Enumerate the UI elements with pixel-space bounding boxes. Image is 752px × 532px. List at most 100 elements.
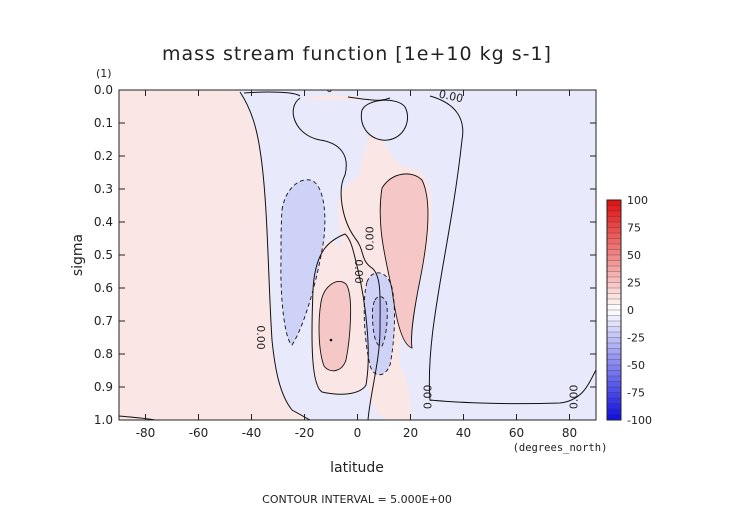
colorbar-segment [606,282,622,289]
colorbar-segment [606,342,622,349]
colorbar-label: 0 [627,304,634,317]
dashed-contour-south [280,179,326,346]
colorbar-segment [606,408,622,415]
colorbar-segment [606,293,622,300]
zero-contour-lower-ring [311,233,369,395]
colorbar-segment [606,370,622,377]
x-axis-unit: (degrees_north) [513,442,608,454]
lower-positive-cell [319,281,351,371]
colorbar-segment [606,348,622,355]
negative-contours [280,179,395,376]
colorbar-segment [606,249,622,256]
colorbar-segment [606,403,622,410]
y-tick-label: 0.2 [94,149,113,163]
y-tick-label: 0.4 [94,215,113,229]
colorbar-frame [606,199,622,421]
zero-contour-upper-cell [360,99,409,141]
colorbar-segment [606,331,622,338]
y-axis: 0.0 0.1 0.2 0.3 0.4 0.5 0.6 0.7 0.8 0.9 1.0 [94,83,596,427]
colorbar-segment [606,326,622,333]
negative-region-east [429,90,596,420]
y-tick-label: 0.0 [94,83,113,97]
colorbar-segment [606,298,622,305]
y-tick-label: 0.5 [94,248,113,262]
colorbar-segment [606,364,622,371]
colorbar-label: 75 [627,222,641,235]
colorbar-segment [606,232,622,239]
colorbar-segment [606,392,622,399]
contour-interval-footer: CONTOUR INTERVAL = 5.000E+00 [262,493,452,506]
colorbar: 100 75 50 25 0 -25 -50 -75 -100 [606,194,652,427]
colorbar-segment [606,353,622,360]
x-tick-label: -40 [242,426,262,440]
upper-negative-cell [361,100,408,141]
zero-contour-central [292,97,381,420]
dashed-contour-lower-core [371,296,388,347]
colorbar-segment [606,238,622,245]
y-tick-label: 0.7 [94,314,113,328]
contour-label: 0.00 [308,78,335,96]
colorbar-segment [606,386,622,393]
y-unit-label: (1) [96,67,112,80]
colorbar-segment [606,287,622,294]
x-tick-label: 0 [354,426,362,440]
plot-area: 0.00 0.00 0.00 0.00 0.00 0.00 0.00 [119,78,596,420]
y-tick-label: 0.3 [94,182,113,196]
colorbar-segment [606,265,622,272]
x-axis-title: latitude [330,460,384,476]
northern-positive-cell [380,173,428,348]
colorbar-label: 25 [627,277,641,290]
colorbar-segment [606,205,622,212]
colorbar-segment [606,243,622,250]
y-tick-label: 0.9 [94,380,113,394]
colorbar-label: -100 [627,414,652,427]
colorbar-segment [606,337,622,344]
positive-contours [318,173,429,372]
zero-contour-east [428,95,596,405]
contour-label: 0.00 [422,385,435,410]
colorbar-label: -50 [627,359,645,372]
zero-contour-top [243,91,391,101]
colorbar-segment [606,210,622,217]
colorbar-segment [606,320,622,327]
contour-label: 0.00 [254,325,267,350]
y-axis-title: sigma [70,234,86,276]
x-tick-label: -60 [189,426,209,440]
solid-contour-lower [318,281,352,372]
colorbar-segment [606,221,622,228]
colorbar-label: -75 [627,387,645,400]
colorbar-segment [606,397,622,404]
x-tick-label: 20 [403,426,418,440]
chart-title: mass stream function [1e+10 kg s-1] [162,43,552,65]
dashed-contour-lower [363,272,395,376]
y-tick-label: 0.6 [94,281,113,295]
y-tick-label: 0.1 [94,116,113,130]
contour-label: 0.00 [438,88,465,106]
x-tick-label: 80 [562,426,577,440]
colorbar-segment [606,227,622,234]
colorbar-segment [606,375,622,382]
colorbar-label: 50 [627,249,641,262]
x-tick-label: -80 [136,426,156,440]
solid-contour-north [379,173,429,349]
colorbar-segment [606,304,622,311]
contour-label: 0.00 [567,385,580,410]
zero-contour-west [239,91,311,420]
colorbar-segment [606,309,622,316]
colorbar-label: 100 [627,194,648,207]
colorbar-segment [606,199,622,206]
colorbar-segment [606,276,622,283]
contour-label: 0.00 [363,226,376,251]
colorbar-label: -25 [627,332,645,345]
colorbar-segment [606,414,622,421]
contour-labels: 0.00 0.00 0.00 0.00 0.00 0.00 0.00 [254,78,581,410]
southern-negative-cell [280,179,325,345]
colorbar-segment [606,254,622,261]
x-axis: -80 -60 -40 -20 0 20 40 60 80 [136,90,577,440]
x-tick-label: 40 [456,426,471,440]
colorbar-segment [606,216,622,223]
colorbar-segment [606,359,622,366]
lower-positive-max-marker [329,338,333,342]
colorbar-segment [606,271,622,278]
